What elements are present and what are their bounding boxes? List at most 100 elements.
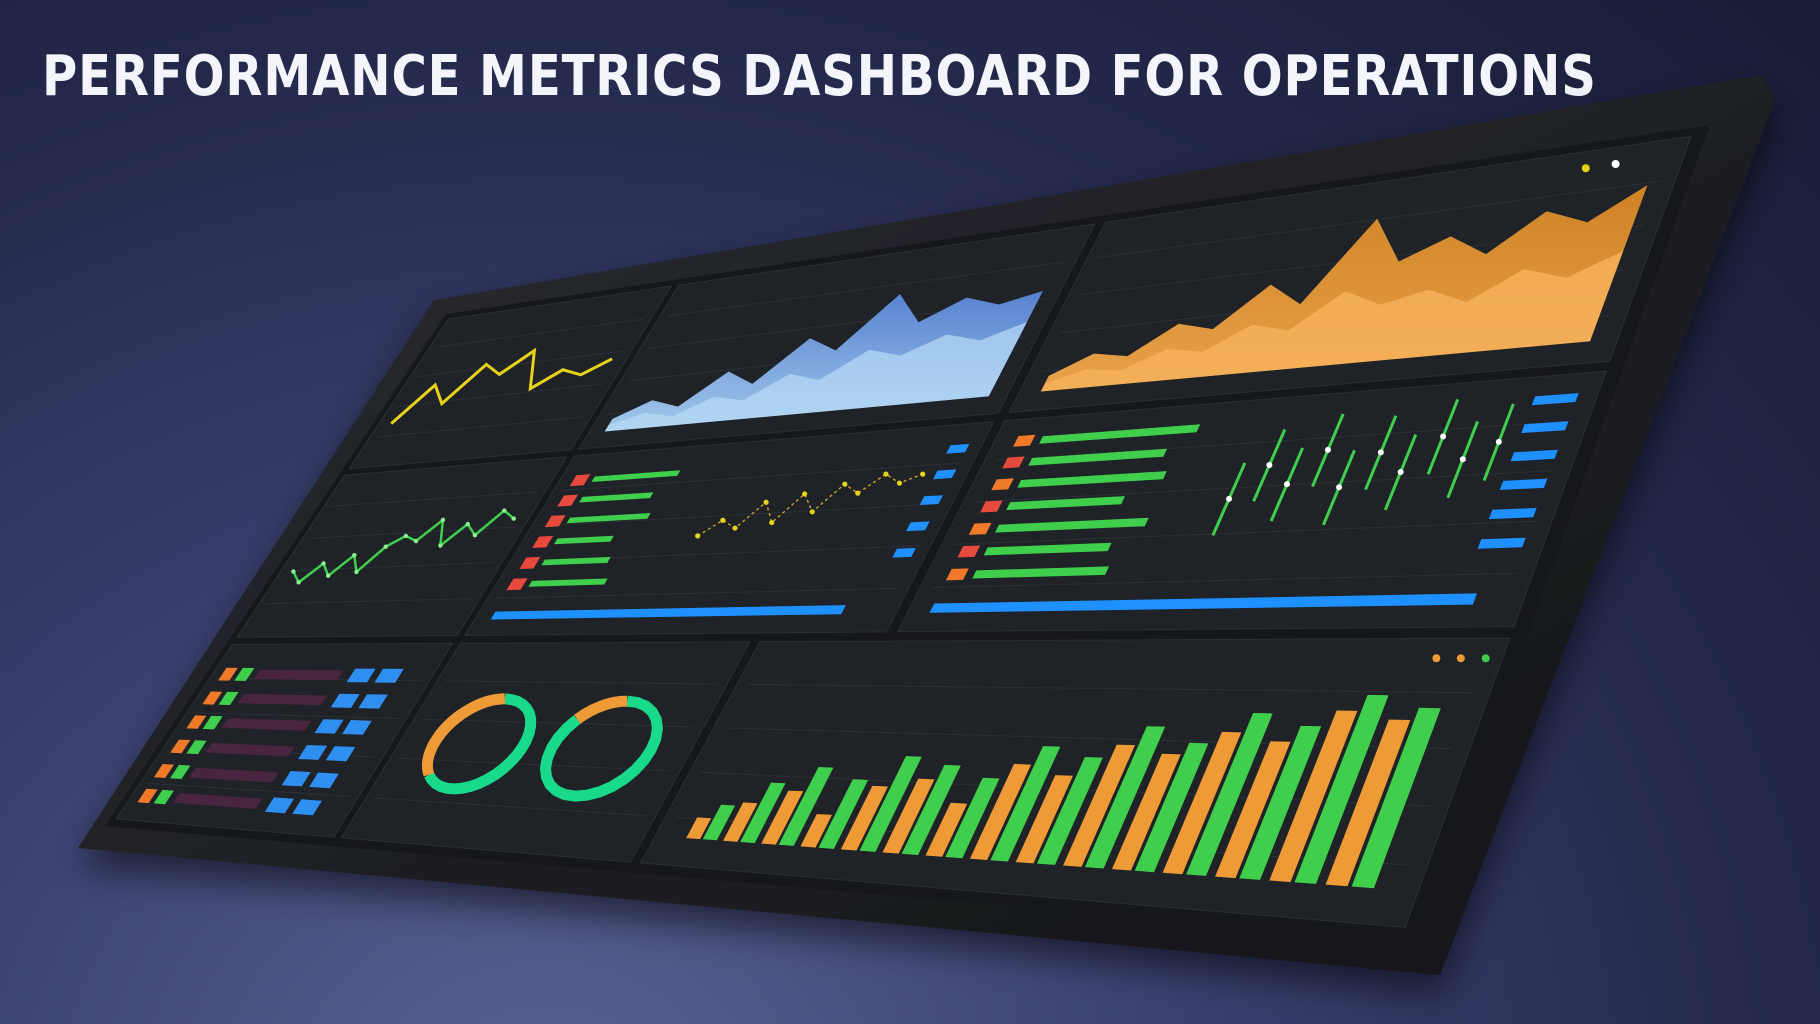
grid-line: [422, 718, 694, 728]
task-chip: [309, 772, 339, 789]
progress-bar: [490, 605, 846, 620]
status-square: [569, 474, 591, 487]
grid-line: [398, 757, 670, 772]
status-square: [957, 545, 981, 558]
list-bar: [983, 542, 1112, 556]
bar: [1325, 719, 1411, 887]
line-point: [440, 517, 446, 523]
legend-chip: [892, 548, 916, 558]
grid-line: [747, 683, 1474, 694]
task-bar: [205, 742, 295, 757]
dot-point: [1397, 468, 1404, 475]
legend-chip: [1477, 537, 1526, 549]
task-chip: [264, 797, 294, 814]
task-check-icon: [202, 715, 223, 730]
dot-point: [1266, 462, 1273, 469]
line-point: [511, 516, 516, 521]
task-chip: [342, 720, 372, 735]
task-status-icon: [186, 715, 207, 729]
list-bar: [528, 578, 608, 587]
bar: [800, 814, 832, 848]
dot-point: [1226, 495, 1233, 502]
line-point: [502, 508, 507, 513]
grid-line: [931, 572, 1517, 589]
scatter-point: [883, 471, 889, 477]
scatter-point: [842, 481, 848, 487]
status-square: [506, 578, 528, 591]
task-bar: [221, 718, 312, 731]
status-dot: [1456, 654, 1465, 663]
task-check-icon: [170, 764, 191, 779]
list-bar: [1039, 424, 1201, 444]
dot-point: [1495, 438, 1502, 445]
donut-segment: [539, 695, 663, 802]
bar: [840, 785, 888, 851]
line-point: [438, 543, 443, 548]
line-point: [354, 569, 359, 575]
line-point: [325, 573, 331, 578]
grid-line: [330, 491, 538, 507]
task-check-icon: [234, 667, 255, 681]
legend-chip: [1510, 449, 1558, 462]
grid-line: [667, 261, 1066, 317]
bar: [925, 802, 968, 857]
scatter-point: [732, 525, 738, 531]
scatter-point: [695, 533, 701, 539]
task-chip: [298, 745, 328, 760]
line-point: [383, 544, 388, 549]
scatter-point: [763, 499, 769, 505]
panel-yellow-line: [348, 285, 672, 470]
bar: [990, 746, 1061, 862]
status-square: [991, 478, 1014, 491]
bar: [1036, 757, 1103, 865]
donut-segment: [421, 693, 506, 777]
bar: [740, 782, 786, 844]
bar: [1015, 775, 1073, 864]
grid-line: [376, 416, 584, 438]
bar: [1269, 710, 1358, 883]
list-bar: [554, 535, 614, 545]
blue-area-series: [604, 322, 1027, 432]
task-bar: [172, 793, 262, 809]
legend-chip: [1531, 393, 1579, 406]
task-status-icon: [202, 691, 223, 705]
task-check-icon: [153, 789, 174, 805]
list-bar: [566, 513, 651, 524]
scatter-point: [896, 480, 903, 486]
bar: [901, 764, 961, 855]
task-status-icon: [153, 764, 174, 778]
task-status-icon: [170, 739, 191, 754]
bar: [859, 756, 922, 852]
task-chip: [292, 799, 322, 816]
status-square: [544, 515, 566, 528]
task-chip: [281, 771, 311, 787]
bar: [1294, 694, 1389, 884]
legend-chip: [1521, 421, 1569, 434]
grid-line: [416, 350, 625, 378]
scatter-trend: [697, 473, 923, 537]
grid-line: [287, 562, 495, 572]
bar: [1215, 741, 1291, 879]
status-dot: [1432, 654, 1441, 663]
bar: [778, 767, 834, 846]
scatter-point: [809, 509, 815, 515]
scatter-point: [802, 491, 808, 497]
dot-point: [1283, 481, 1290, 488]
bar: [1186, 713, 1273, 876]
status-dot: [1581, 164, 1590, 173]
bar: [1239, 725, 1322, 880]
bar: [1162, 731, 1242, 875]
bar: [702, 804, 736, 841]
task-bar: [237, 693, 328, 706]
grid-line: [193, 712, 399, 720]
dot-point: [1459, 456, 1466, 463]
task-status-icon: [137, 788, 158, 804]
bar: [686, 817, 712, 840]
grid-line: [539, 503, 942, 527]
list-bar: [591, 470, 681, 482]
list-bar: [972, 566, 1110, 579]
line-point: [291, 569, 296, 574]
bar: [1084, 726, 1166, 869]
line-point: [296, 580, 301, 585]
